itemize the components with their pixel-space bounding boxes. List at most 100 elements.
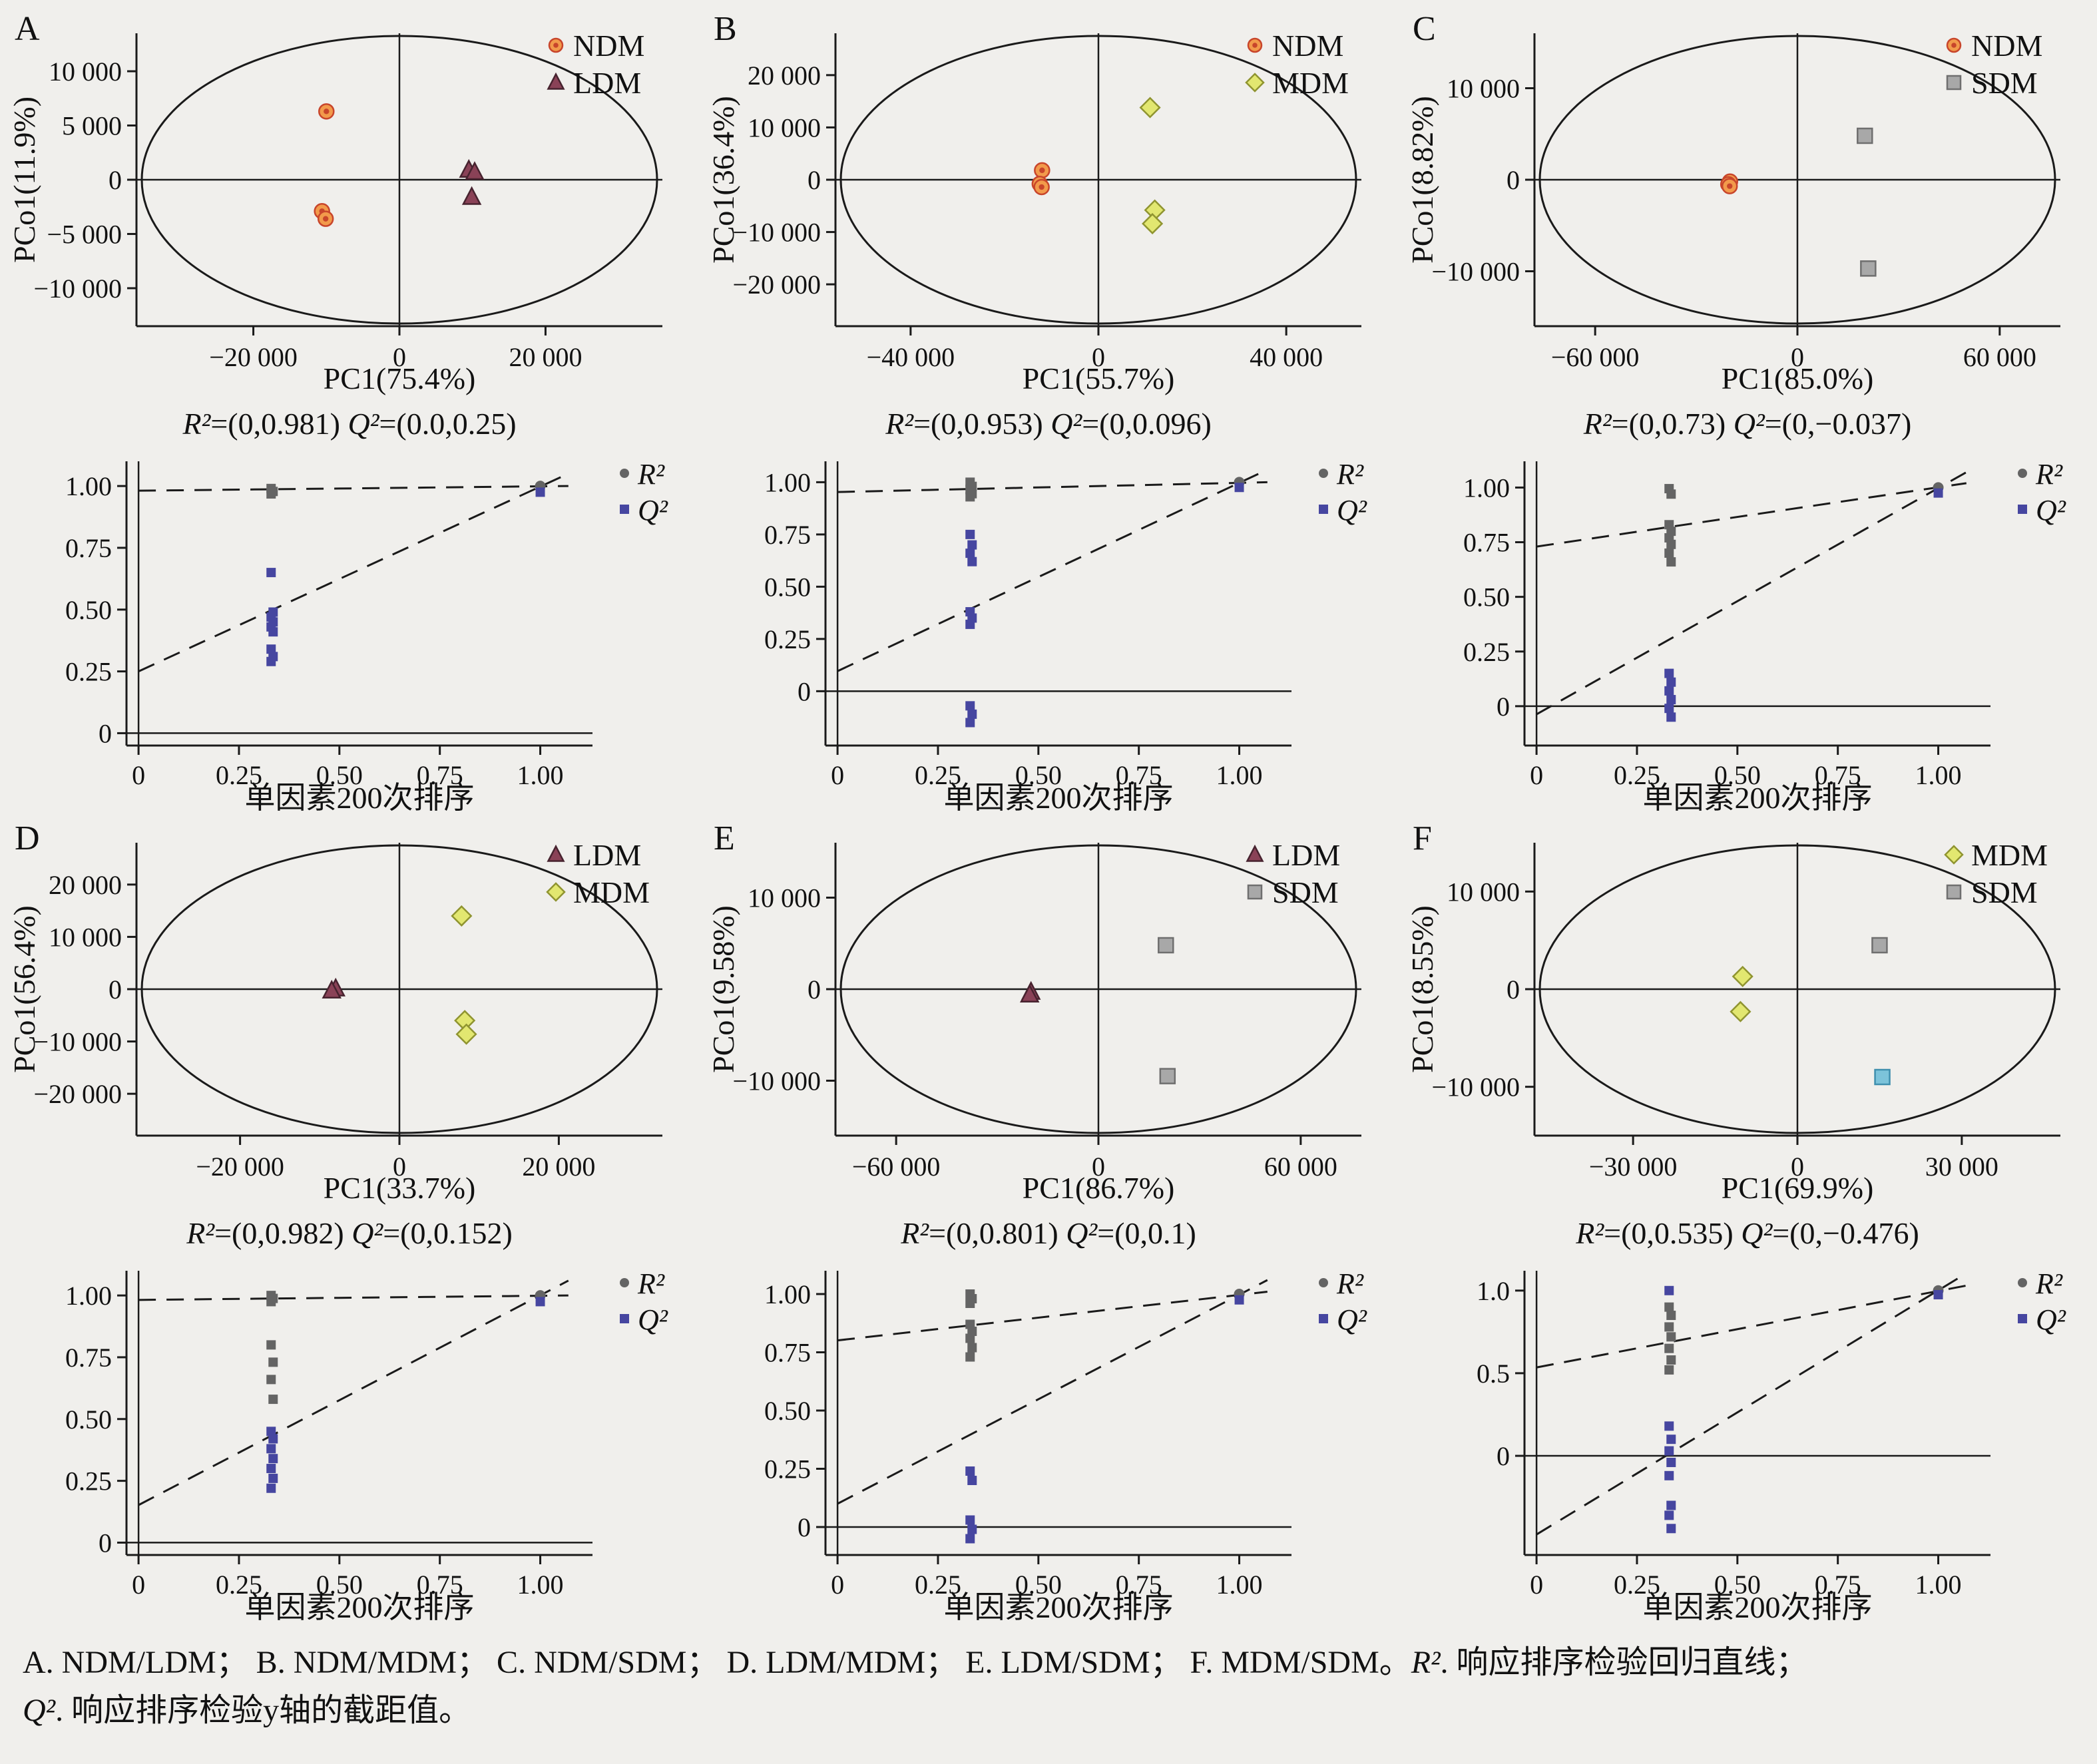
legend-label: MDM bbox=[1971, 838, 2048, 872]
x-axis-title: 单因素200次排序 bbox=[1643, 1590, 1873, 1624]
q2-perm-point bbox=[967, 556, 977, 566]
rq-title: R²=(0,0.73) Q²=(0,−0.037) bbox=[1583, 407, 1912, 441]
y-tick-label: 0.50 bbox=[65, 595, 112, 625]
x-axis-title: PC1(86.7%) bbox=[1023, 1171, 1175, 1205]
x-tick-label: 0 bbox=[1791, 342, 1804, 372]
r2-regression-line bbox=[837, 1291, 1268, 1342]
y-tick-label: −10 000 bbox=[732, 1066, 821, 1096]
q2-perm-point bbox=[1664, 1285, 1674, 1295]
panel-F: F 10 000 0 −10 000 −30 000 0 30 000 PC1(69.9%) P… bbox=[1398, 819, 2097, 1628]
y-tick-label: 0 bbox=[808, 975, 821, 1004]
q2-perm-point bbox=[1666, 695, 1676, 705]
y-tick-label: 0.25 bbox=[65, 657, 112, 687]
x-tick-label: 60 000 bbox=[1264, 1152, 1337, 1182]
q2-perm-point bbox=[965, 718, 975, 728]
x-tick-label: 0.25 bbox=[915, 1570, 961, 1600]
x-tick-label: 0.25 bbox=[915, 760, 961, 790]
legend-label: MDM bbox=[1272, 66, 1349, 100]
r2-legend-marker bbox=[620, 1278, 629, 1287]
x-tick-label: 0 bbox=[393, 342, 406, 372]
x-tick-label: 0.50 bbox=[316, 760, 363, 790]
rq-title: R²=(0,0.982) Q²=(0,0.152) bbox=[186, 1216, 513, 1250]
q2-legend-label: Q² bbox=[2036, 494, 2066, 527]
mdm-point bbox=[1139, 97, 1161, 118]
q2-actual-point bbox=[1234, 1295, 1244, 1305]
r2-perm-point bbox=[266, 1297, 276, 1307]
r2-regression-line bbox=[1536, 482, 1967, 548]
y-tick-label: −10 000 bbox=[1431, 1072, 1520, 1102]
q2-perm-point bbox=[965, 549, 975, 558]
sdm-point bbox=[1871, 937, 1888, 954]
q2-perm-point bbox=[1664, 686, 1674, 696]
y-tick-label: 10 000 bbox=[49, 922, 122, 952]
q2-perm-point bbox=[268, 1434, 278, 1444]
confidence-ellipse bbox=[140, 844, 658, 1134]
x-tick-label: 0 bbox=[1092, 1152, 1105, 1182]
y-axis-title: PCo1(8.55%) bbox=[1405, 905, 1439, 1073]
q2-regression-line bbox=[138, 473, 569, 672]
ldm-point bbox=[465, 161, 485, 180]
q2-perm-point bbox=[266, 1464, 276, 1474]
y-tick-label: 5 000 bbox=[62, 111, 122, 141]
r2-perm-point bbox=[1664, 1343, 1674, 1353]
r2-legend-marker bbox=[1319, 469, 1328, 478]
legend-label: MDM bbox=[573, 875, 650, 909]
x-tick-label: 0.50 bbox=[1714, 1570, 1761, 1600]
x-tick-label: 0.50 bbox=[316, 1570, 363, 1600]
confidence-ellipse bbox=[140, 35, 658, 325]
y-tick-label: 0 bbox=[99, 1528, 112, 1558]
x-tick-label: 0 bbox=[1530, 1570, 1543, 1600]
sdm-point bbox=[1857, 127, 1873, 144]
y-tick-label: 0.25 bbox=[764, 1454, 811, 1484]
y-tick-label: 0.75 bbox=[65, 533, 112, 563]
x-tick-label: 0.25 bbox=[1614, 760, 1660, 790]
x-tick-label: 1.00 bbox=[1216, 1570, 1263, 1600]
q2-perm-point bbox=[266, 656, 276, 666]
x-tick-label: 0 bbox=[1092, 342, 1105, 372]
x-tick-label: 20 000 bbox=[522, 1152, 595, 1182]
r2-legend-label: R² bbox=[2035, 1267, 2063, 1300]
ldm-legend-marker bbox=[547, 72, 565, 90]
legend-label: NDM bbox=[1272, 29, 1343, 63]
q2-actual-point bbox=[535, 1297, 545, 1307]
legend-label: SDM bbox=[1971, 875, 2038, 909]
panel-label: E bbox=[714, 819, 735, 857]
q2-perm-point bbox=[266, 644, 276, 654]
x-tick-label: 0.75 bbox=[1815, 1570, 1861, 1600]
r2-perm-point bbox=[1666, 489, 1676, 499]
y-tick-label: 10 000 bbox=[1447, 74, 1520, 104]
q2-regression-line bbox=[1536, 1275, 1963, 1536]
x-axis-title: PC1(69.9%) bbox=[1722, 1171, 1874, 1205]
r2-legend-marker bbox=[1319, 1278, 1328, 1287]
panel-A: A 10 000 5 000 0 −5 000 −10 000 −20 000 0 20 000… bbox=[0, 9, 699, 819]
rq-title: R²=(0,0.981) Q²=(0.0,0.25) bbox=[182, 407, 517, 441]
y-tick-label: 0.50 bbox=[65, 1405, 112, 1434]
ldm-point bbox=[461, 186, 482, 205]
q2-legend-label: Q² bbox=[1337, 494, 1367, 527]
q2-actual-point bbox=[1933, 488, 1943, 498]
q2-legend-label: Q² bbox=[1337, 1303, 1367, 1336]
r2-perm-point bbox=[965, 1333, 975, 1343]
q2-perm-point bbox=[1666, 1457, 1676, 1467]
mdm-point bbox=[455, 1023, 477, 1045]
y-tick-label: 0 bbox=[109, 975, 122, 1004]
sdm-legend-marker bbox=[1946, 884, 1962, 900]
x-axis-title: 单因素200次排序 bbox=[1643, 781, 1873, 815]
legend-label: SDM bbox=[1971, 66, 2038, 100]
legend-label: LDM bbox=[1272, 838, 1340, 872]
r2-legend-marker bbox=[2018, 469, 2027, 478]
y-tick-label: 0.50 bbox=[764, 1396, 811, 1426]
sdm-point bbox=[1159, 1068, 1176, 1084]
x-tick-label: 0 bbox=[393, 1152, 406, 1182]
ldm-point bbox=[1019, 983, 1040, 1002]
ndm-point-core bbox=[1727, 183, 1733, 189]
q2-legend-marker bbox=[2018, 505, 2027, 514]
x-tick-label: 1.00 bbox=[1915, 1570, 1962, 1600]
r2-legend-marker bbox=[2018, 1278, 2027, 1287]
r2-perm-point bbox=[1664, 1302, 1674, 1312]
q2-legend-marker bbox=[620, 505, 629, 514]
